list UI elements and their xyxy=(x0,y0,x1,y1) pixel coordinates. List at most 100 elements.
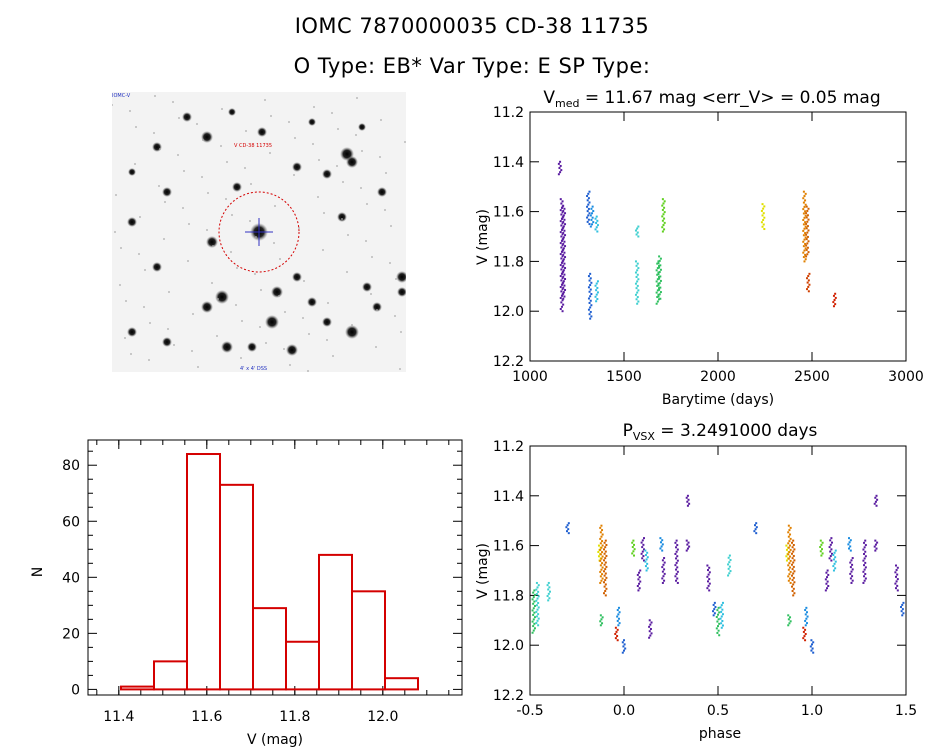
lightcurve-data-point xyxy=(559,160,562,163)
lightcurve-data-point xyxy=(804,199,807,202)
lightcurve-data-point xyxy=(563,218,566,221)
lightcurve-data-point xyxy=(636,296,639,299)
faint-star xyxy=(260,289,262,291)
phased-data-point xyxy=(605,544,608,547)
faint-star xyxy=(154,95,156,97)
phased-data-point xyxy=(637,578,640,581)
lightcurve-data-point xyxy=(658,271,661,274)
histogram-ytick-label: 20 xyxy=(62,626,80,642)
phased-ylabel: V (mag) xyxy=(475,543,491,599)
phased-data-point xyxy=(728,572,731,575)
lightcurve-data-point xyxy=(560,305,563,308)
lightcurve-ylabel: V (mag) xyxy=(475,209,491,265)
phased-data-point xyxy=(601,555,604,558)
phased-data-point xyxy=(851,563,854,566)
lightcurve-data-point xyxy=(804,232,807,235)
faint-star xyxy=(255,236,257,238)
phased-data-point xyxy=(874,500,877,503)
phased-data-point xyxy=(851,575,854,578)
lightcurve-data-point xyxy=(564,288,567,291)
faint-star xyxy=(384,209,386,211)
lightcurve-data-point xyxy=(832,305,835,308)
phased-data-point xyxy=(830,548,833,551)
lightcurve-data-point xyxy=(634,282,637,285)
lightcurve-data-point xyxy=(832,294,835,297)
lightcurve-data-point xyxy=(560,272,563,275)
phased-data-point xyxy=(604,561,607,564)
phased-data-point xyxy=(617,606,620,609)
phased-data-point xyxy=(639,569,642,572)
phased-data-point xyxy=(727,563,730,566)
histogram-bar xyxy=(285,640,320,691)
lightcurve-data-point xyxy=(636,284,639,287)
histogram-bar xyxy=(120,685,155,691)
phased-data-point xyxy=(535,599,538,602)
lightcurve-data-point xyxy=(562,210,565,213)
lightcurve-data-point xyxy=(562,297,565,300)
lightcurve-data-point xyxy=(656,284,659,287)
lightcurve-data-point xyxy=(562,258,565,261)
lightcurve-data-point xyxy=(563,262,566,265)
phased-data-point xyxy=(902,601,905,604)
phased-data-point xyxy=(849,577,852,580)
star-blob xyxy=(372,302,382,312)
lightcurve-data-point xyxy=(561,238,564,241)
lightcurve-ytick-label: 12.2 xyxy=(493,354,524,370)
lightcurve-data-point xyxy=(834,292,837,295)
lightcurve-data-point xyxy=(657,282,660,285)
lightcurve-data-point xyxy=(562,253,565,256)
phased-data-point xyxy=(834,556,837,559)
phased-data-point xyxy=(791,585,793,588)
lightcurve-data-point xyxy=(564,267,567,270)
faint-star xyxy=(153,132,155,134)
phased-data-point xyxy=(642,543,645,546)
phased-data-point xyxy=(599,575,602,578)
phased-data-point xyxy=(686,504,689,507)
phased-data-point xyxy=(675,573,678,576)
lightcurve-data-point xyxy=(806,281,809,284)
lightcurve-data-point xyxy=(590,218,593,221)
phased-data-point xyxy=(632,539,635,542)
phased-data-point xyxy=(850,559,853,562)
phased-data-point xyxy=(862,581,865,584)
phased-data-point xyxy=(533,593,536,596)
phased-xtick-label: 1.0 xyxy=(801,703,823,719)
phased-data-point xyxy=(618,622,621,625)
sky-image-stamp: IOMC-V V CD-38 11735 4' x 4' DSS xyxy=(112,92,406,372)
lightcurve-data-point xyxy=(564,234,567,237)
lightcurve-data-point xyxy=(661,204,664,207)
lightcurve-data-point xyxy=(807,279,810,282)
phased-data-point xyxy=(604,579,607,582)
lightcurve-data-point xyxy=(806,209,809,212)
faint-star xyxy=(278,295,280,297)
lightcurve-data-point xyxy=(658,287,661,290)
lightcurve-data-point xyxy=(562,204,565,207)
phased-data-point xyxy=(791,557,794,560)
lightcurve-data-point xyxy=(635,287,638,290)
phased-data-point xyxy=(546,584,549,587)
phased-data-point xyxy=(820,543,823,546)
lightcurve-data-point xyxy=(834,296,837,299)
phased-data-point xyxy=(793,581,796,584)
phased-data-point xyxy=(662,575,665,578)
phased-data-point xyxy=(599,553,602,556)
phased-data-point xyxy=(599,553,602,556)
phased-data-point xyxy=(718,622,721,625)
lightcurve-data-point xyxy=(802,201,805,204)
phased-data-point xyxy=(717,613,719,616)
phased-data-point xyxy=(532,596,535,599)
phased-data-point xyxy=(535,593,538,596)
lightcurve-data-point xyxy=(594,228,597,231)
lightcurve-data-point xyxy=(658,298,661,301)
faint-star xyxy=(207,192,209,194)
lightcurve-data-point xyxy=(587,275,590,278)
phased-data-point xyxy=(792,587,795,590)
faint-star xyxy=(148,359,150,361)
star-blob xyxy=(152,142,162,152)
faint-star xyxy=(178,117,180,119)
faint-star xyxy=(129,110,131,112)
phased-data-point xyxy=(804,619,807,622)
phased-data-point xyxy=(616,635,619,638)
phased-data-point xyxy=(832,565,835,568)
phased-chart: PVSX = 3.2491000 days phase V (mag) -0.5… xyxy=(475,421,917,742)
